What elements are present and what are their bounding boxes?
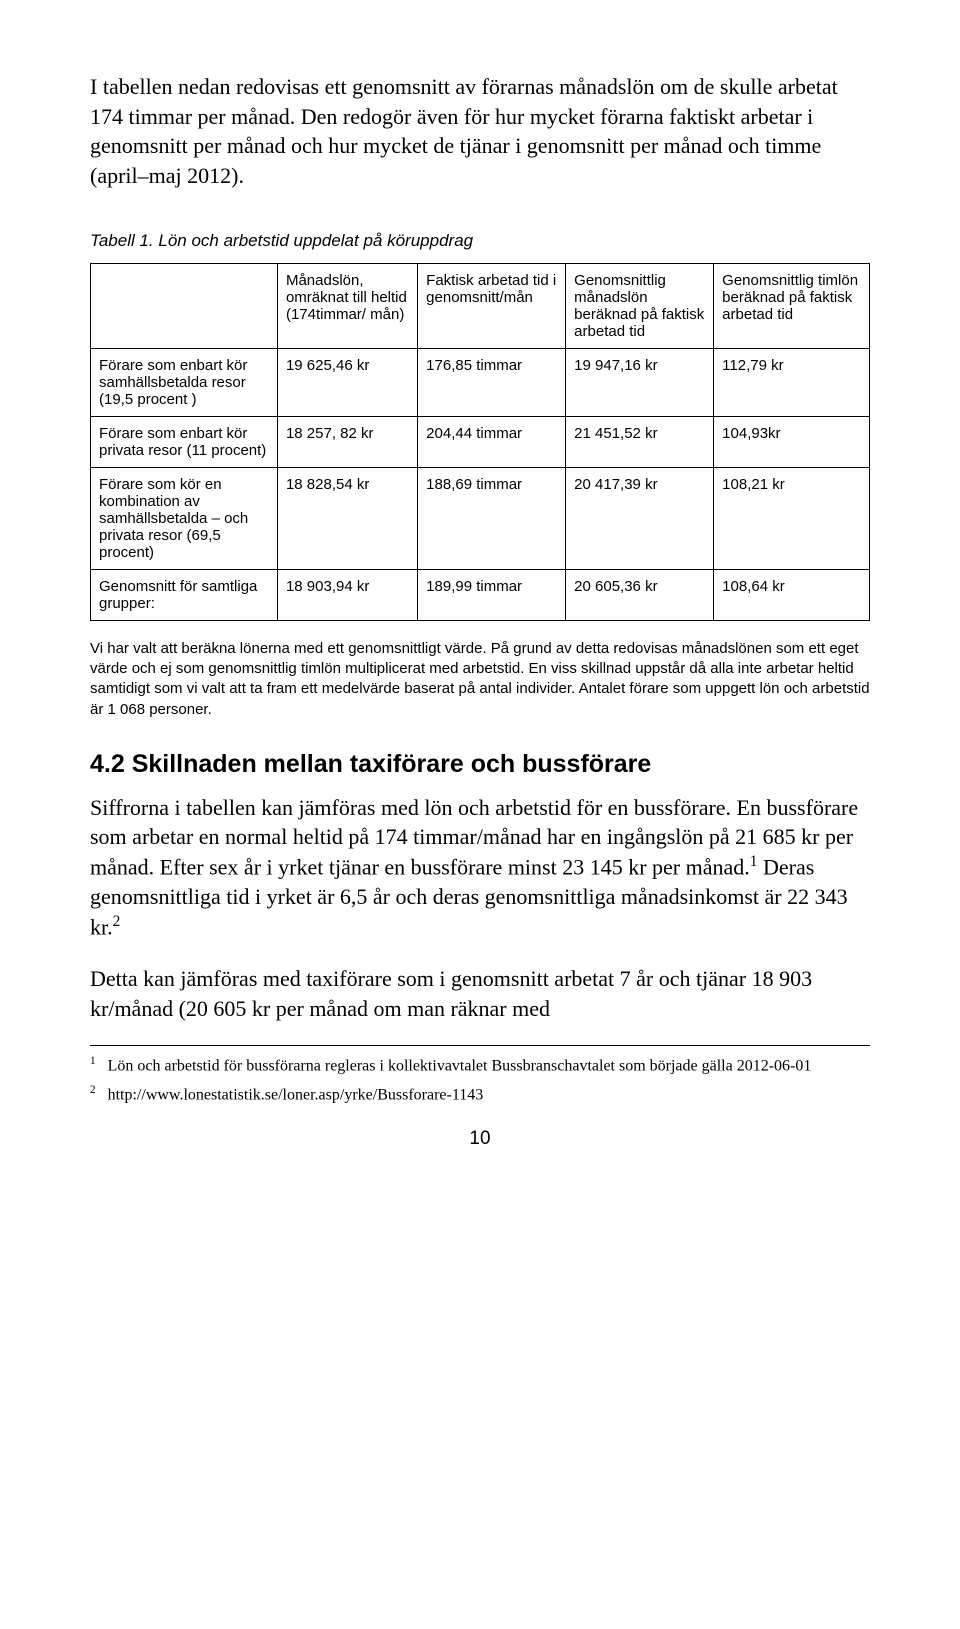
row-label: Förare som enbart kör samhällsbetalda re… (91, 348, 278, 416)
cell: 108,64 kr (714, 569, 870, 620)
cell: 20 417,39 kr (566, 467, 714, 569)
body-paragraph-2: Detta kan jämföras med taxiförare som i … (90, 964, 870, 1023)
cell: 104,93kr (714, 416, 870, 467)
table-header-row: Månadslön, omräknat till heltid (174timm… (91, 263, 870, 348)
cell: 188,69 timmar (418, 467, 566, 569)
col-header-1: Månadslön, omräknat till heltid (174timm… (277, 263, 417, 348)
footnote-2: 2 http://www.lonestatistik.se/loner.asp/… (90, 1083, 870, 1106)
col-header-4: Genomsnittlig timlön beräknad på faktisk… (714, 263, 870, 348)
col-header-3: Genomsnittlig månadslön beräknad på fakt… (566, 263, 714, 348)
cell: 21 451,52 kr (566, 416, 714, 467)
data-table: Månadslön, omräknat till heltid (174timm… (90, 263, 870, 621)
cell: 189,99 timmar (418, 569, 566, 620)
table-note: Vi har valt att beräkna lönerna med ett … (90, 639, 870, 720)
col-header-2: Faktisk arbetad tid i genomsnitt/mån (418, 263, 566, 348)
cell: 204,44 timmar (418, 416, 566, 467)
table-row: Förare som kör en kombination av samhäll… (91, 467, 870, 569)
row-label: Genomsnitt för samtliga grupper: (91, 569, 278, 620)
row-label: Förare som kör en kombination av samhäll… (91, 467, 278, 569)
cell: 112,79 kr (714, 348, 870, 416)
page-number: 10 (90, 1128, 870, 1150)
body-paragraph-1: Siffrorna i tabellen kan jämföras med lö… (90, 793, 870, 942)
section-heading: 4.2 Skillnaden mellan taxiförare och bus… (90, 750, 870, 779)
cell: 176,85 timmar (418, 348, 566, 416)
cell: 20 605,36 kr (566, 569, 714, 620)
col-header-empty (91, 263, 278, 348)
table-row: Förare som enbart kör privata resor (11 … (91, 416, 870, 467)
cell: 18 257, 82 kr (277, 416, 417, 467)
footnote-1: 1 Lön och arbetstid för bussförarna regl… (90, 1054, 870, 1077)
row-label: Förare som enbart kör privata resor (11 … (91, 416, 278, 467)
cell: 18 903,94 kr (277, 569, 417, 620)
table-caption: Tabell 1. Lön och arbetstid uppdelat på … (90, 231, 870, 251)
intro-paragraph: I tabellen nedan redovisas ett genomsnit… (90, 72, 870, 191)
cell: 19 947,16 kr (566, 348, 714, 416)
cell: 18 828,54 kr (277, 467, 417, 569)
footnotes-separator (90, 1045, 870, 1046)
cell: 108,21 kr (714, 467, 870, 569)
table-row: Genomsnitt för samtliga grupper: 18 903,… (91, 569, 870, 620)
cell: 19 625,46 kr (277, 348, 417, 416)
table-row: Förare som enbart kör samhällsbetalda re… (91, 348, 870, 416)
